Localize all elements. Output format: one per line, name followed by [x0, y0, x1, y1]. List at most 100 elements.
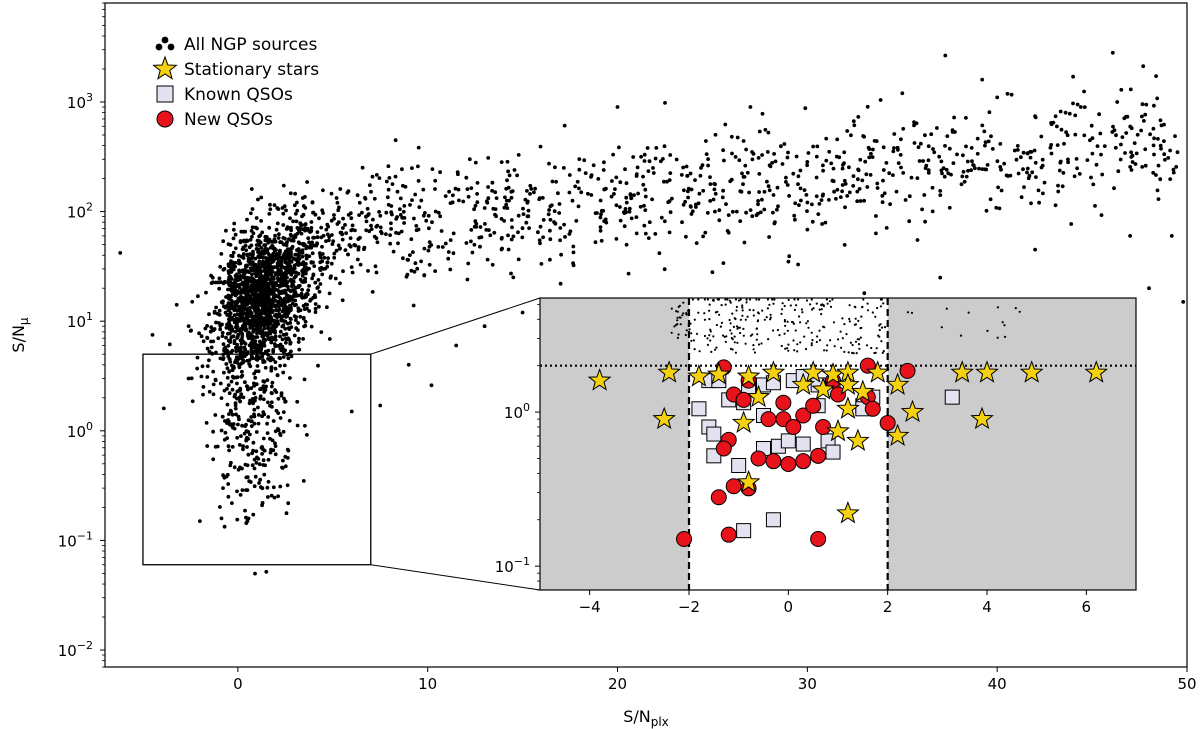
source-point	[304, 294, 308, 299]
source-point	[278, 240, 283, 244]
inset-source-point	[757, 298, 761, 301]
source-point	[282, 363, 287, 368]
source-point	[235, 273, 239, 278]
inset-source-point	[807, 326, 810, 329]
legend-dots-icon	[161, 36, 169, 44]
source-point	[226, 303, 231, 308]
source-point	[389, 204, 394, 208]
inset-source-point	[793, 308, 797, 311]
source-point	[295, 423, 300, 428]
source-point	[765, 179, 769, 184]
source-point	[602, 160, 606, 165]
source-point	[776, 204, 780, 209]
source-point	[1134, 151, 1139, 156]
source-point	[200, 364, 205, 369]
stationary-star-marker	[900, 399, 925, 423]
source-point	[384, 179, 389, 184]
source-point	[229, 329, 234, 333]
source-point	[374, 173, 379, 177]
source-point	[624, 181, 629, 186]
inset-source-point	[799, 321, 802, 324]
source-point	[408, 203, 412, 207]
inset-source-point	[841, 337, 844, 340]
source-point	[229, 460, 233, 465]
source-point	[250, 463, 255, 468]
source-point	[858, 199, 863, 203]
source-point	[726, 230, 731, 235]
source-point	[251, 252, 255, 257]
source-point	[1027, 173, 1032, 178]
source-point	[250, 225, 255, 230]
source-point	[814, 175, 819, 180]
inset-source-point	[734, 351, 738, 354]
source-point	[907, 219, 912, 224]
new-qso-marker	[676, 531, 693, 548]
source-point	[998, 142, 1003, 146]
source-point	[262, 379, 267, 384]
source-point	[980, 123, 985, 128]
source-point	[1065, 133, 1070, 138]
source-point	[689, 212, 694, 216]
source-point	[786, 259, 791, 264]
source-point	[422, 246, 427, 251]
source-point	[1082, 133, 1087, 138]
inset-source-point	[870, 346, 873, 350]
source-point	[245, 282, 250, 286]
source-point	[212, 327, 217, 331]
source-point	[398, 207, 402, 212]
source-point	[232, 221, 237, 226]
source-point	[253, 571, 257, 576]
source-point	[271, 485, 276, 490]
source-point	[258, 329, 263, 333]
source-point	[230, 412, 235, 417]
source-point	[228, 408, 233, 413]
source-point	[265, 378, 270, 382]
source-point	[959, 182, 964, 187]
source-point	[1155, 188, 1160, 193]
source-point	[628, 192, 633, 197]
source-point	[313, 302, 318, 306]
source-point	[356, 247, 361, 252]
source-point	[1166, 156, 1171, 160]
source-point	[942, 174, 947, 179]
source-point	[490, 188, 494, 193]
source-point	[255, 331, 259, 336]
new-qso-marker	[780, 456, 797, 473]
source-point	[229, 276, 234, 281]
source-point	[820, 193, 825, 198]
source-point	[1154, 173, 1158, 177]
source-point	[266, 479, 271, 484]
source-point	[651, 171, 656, 175]
source-point	[926, 171, 931, 175]
source-point	[705, 211, 710, 215]
source-point	[278, 416, 283, 420]
source-point	[446, 256, 451, 261]
known-qso-marker	[780, 433, 796, 449]
source-point	[213, 280, 218, 285]
source-point	[1089, 123, 1094, 128]
source-point	[227, 297, 232, 301]
inset-source-point	[857, 343, 861, 346]
inset-source-point	[732, 325, 736, 328]
source-point	[289, 249, 293, 254]
source-point	[1071, 101, 1075, 106]
source-point	[282, 204, 287, 209]
source-point	[456, 172, 460, 177]
source-point	[821, 168, 825, 173]
source-point	[317, 289, 322, 294]
source-point	[494, 214, 498, 219]
inset-source-point	[772, 329, 775, 332]
source-point	[283, 464, 288, 469]
source-point	[563, 235, 567, 239]
source-point	[269, 304, 273, 308]
source-point	[748, 105, 753, 109]
source-point	[326, 256, 330, 260]
source-point	[391, 249, 396, 254]
inset-source-point	[676, 319, 679, 322]
source-point	[775, 185, 780, 190]
source-point	[319, 330, 324, 334]
source-point	[335, 200, 340, 205]
source-point	[235, 342, 240, 347]
source-point	[791, 171, 796, 176]
source-point	[433, 209, 438, 214]
